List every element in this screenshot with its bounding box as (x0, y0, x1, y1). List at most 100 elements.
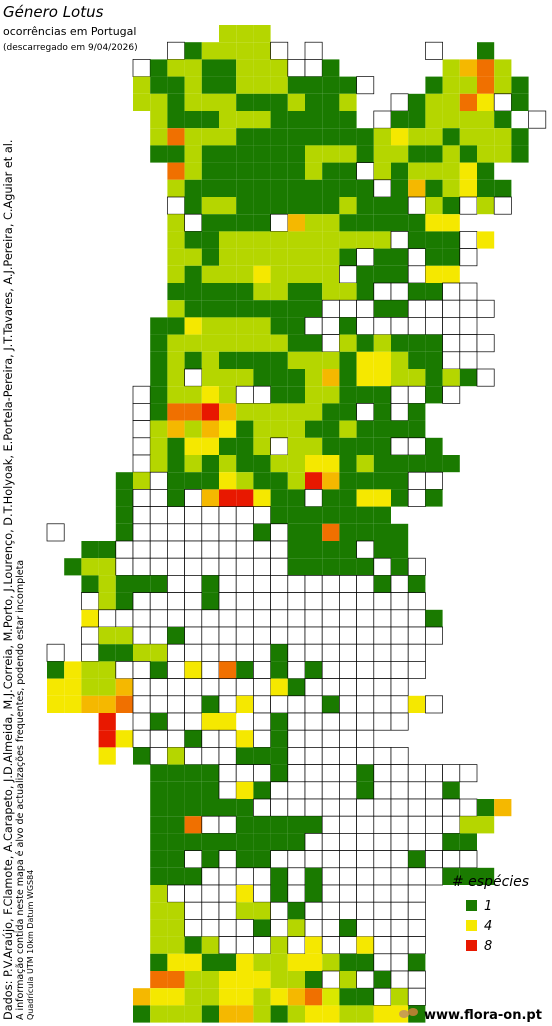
grid-cell (218, 850, 237, 869)
grid-cell (356, 833, 375, 851)
grid-cell (270, 885, 288, 903)
grid-cell (305, 936, 323, 954)
grid-cell (235, 609, 254, 628)
grid-cell (321, 815, 340, 834)
grid-cell (236, 265, 254, 283)
grid-cell (150, 93, 168, 111)
grid-cell (132, 626, 151, 645)
grid-cell (167, 609, 185, 628)
grid-cell (253, 850, 271, 868)
grid-cell (270, 661, 288, 679)
grid-cell (339, 489, 357, 507)
grid-cell (270, 1005, 288, 1023)
grid-cell (373, 128, 391, 146)
grid-cell (390, 643, 409, 662)
grid-cell (442, 317, 461, 335)
grid-cell (321, 678, 340, 697)
grid-cell (391, 111, 409, 129)
grid-cell (339, 1005, 357, 1023)
grid-cell (150, 988, 168, 1006)
grid-cell (219, 76, 237, 94)
grid-cell (442, 764, 461, 783)
grid-cell (390, 93, 409, 112)
grid-cell (373, 1005, 391, 1023)
grid-cell (132, 523, 151, 542)
grid-cell (304, 833, 323, 851)
grid-cell (184, 386, 202, 404)
grid-cell (442, 59, 460, 77)
grid-cell (167, 1005, 185, 1023)
grid-cell (339, 403, 357, 421)
grid-cell (270, 455, 288, 473)
grid-cell (184, 712, 203, 731)
grid-cell (270, 850, 289, 869)
grid-cell (218, 557, 237, 576)
grid-cell (270, 265, 288, 283)
grid-cell (184, 437, 202, 455)
grid-cell (425, 197, 443, 215)
grid-cell (132, 403, 151, 421)
grid-cell (253, 678, 271, 697)
grid-cell (235, 626, 254, 645)
grid-cell (459, 231, 478, 249)
grid-cell (287, 936, 306, 955)
grid-cell (390, 317, 409, 335)
grid-cell (407, 471, 426, 490)
grid-cell (149, 626, 168, 645)
grid-cell (150, 351, 168, 369)
grid-cell (407, 970, 426, 989)
grid-cell (81, 695, 99, 713)
legend-title: # espécies (452, 874, 529, 890)
grid-cell (390, 970, 409, 989)
grid-cell (201, 901, 220, 920)
grid-cell (201, 523, 220, 542)
grid-cell (339, 953, 357, 971)
grid-cell (132, 712, 151, 731)
grid-cell (287, 988, 305, 1006)
grid-cell (218, 781, 237, 800)
grid-cell (236, 953, 254, 971)
grid-cell (356, 919, 375, 937)
grid-cell (253, 283, 271, 301)
grid-cell (270, 781, 289, 800)
grid-cell (270, 420, 288, 438)
grid-cell (218, 747, 237, 765)
grid-cell (373, 764, 392, 783)
grid-cell (218, 695, 237, 714)
grid-cell (133, 76, 151, 94)
grid-cell (373, 678, 392, 697)
grid-cell (321, 592, 340, 611)
grid-cell (511, 128, 529, 146)
grid-cell (218, 643, 237, 662)
grid-cell (408, 111, 426, 129)
grid-cell (356, 317, 375, 335)
grid-cell (184, 850, 203, 869)
grid-cell (253, 816, 271, 834)
grid-cell (287, 592, 306, 611)
grid-cell (304, 695, 323, 714)
title: Género Lotus (3, 3, 104, 21)
grid-cell (321, 575, 340, 593)
grid-cell (201, 300, 219, 318)
grid-cell (391, 334, 409, 352)
grid-cell (442, 128, 460, 146)
grid-cell (339, 369, 357, 387)
grid-cell (442, 781, 460, 799)
grid-cell (305, 351, 323, 369)
grid-cell (477, 111, 495, 129)
grid-cell (270, 403, 288, 421)
grid-cell (339, 386, 357, 404)
grid-cell (184, 884, 203, 903)
grid-cell (236, 833, 254, 851)
grid-cell (236, 25, 254, 43)
grid-cell (287, 334, 305, 352)
grid-cell (304, 41, 323, 60)
grid-cell (167, 162, 185, 180)
grid-cell (287, 386, 305, 404)
grid-cell (46, 523, 65, 542)
grid-cell (477, 231, 495, 249)
grid-cell (235, 540, 254, 559)
grid-cell (339, 523, 357, 541)
grid-cell (287, 162, 305, 180)
grid-cell (477, 179, 495, 197)
